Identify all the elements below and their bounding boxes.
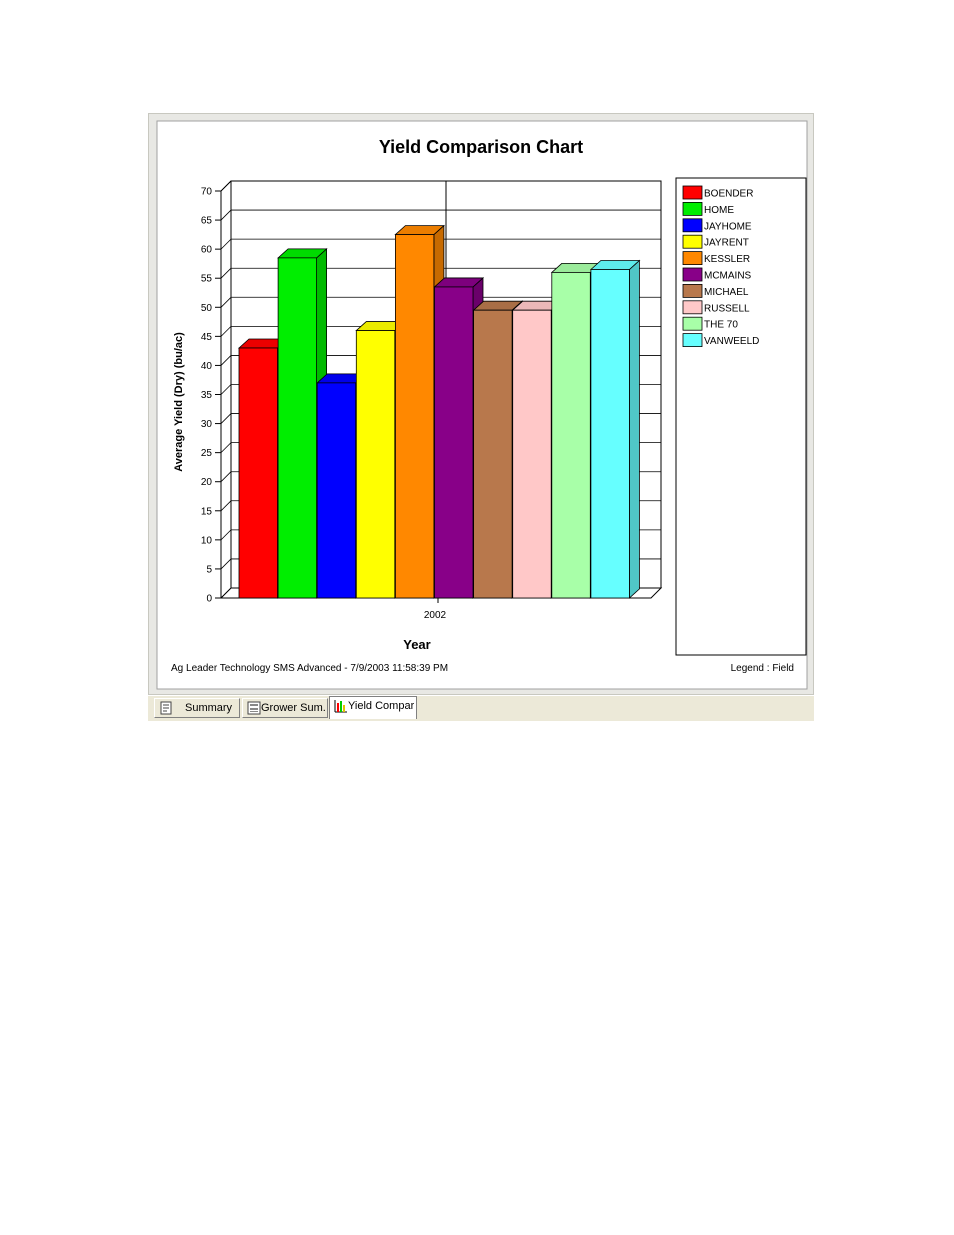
- y-tick-label: 20: [201, 477, 213, 488]
- legend-box: [675, 177, 807, 656]
- y-tick-label: 25: [201, 448, 213, 459]
- y-tick-label: 45: [201, 332, 213, 343]
- bar-front: [551, 271, 591, 599]
- gridline-side: [220, 471, 232, 482]
- legend-swatch: [682, 202, 703, 216]
- gridline-side: [220, 587, 232, 599]
- tab-grower-summary[interactable]: Grower Sum...: [242, 698, 328, 718]
- legend-swatch: [682, 283, 703, 298]
- gridline-side: [220, 355, 232, 366]
- gridline-side: [220, 267, 232, 279]
- tab-summary[interactable]: Summary: [154, 698, 240, 718]
- y-tick-label: 50: [201, 303, 213, 314]
- bar-front: [434, 286, 474, 599]
- legend-item: BOENDER: [682, 185, 753, 200]
- footer-right: Legend : Field: [731, 663, 794, 674]
- gridline-side: [220, 238, 232, 250]
- bar-vanweeld: [589, 259, 641, 599]
- report-window: Yield Comparison Chart 0 5 10 15 20 25 30 35 40 4…: [148, 113, 814, 721]
- y-tick-label: 40: [201, 361, 213, 372]
- y-axis: 0 5 10 15 20 25 30 35 40 45 50 55 60 65 70: [201, 187, 439, 605]
- legend-swatch: [682, 234, 703, 249]
- legend-item: JAYHOME: [682, 218, 752, 233]
- legend-label: MCMAINS: [704, 271, 752, 282]
- legend-item: MICHAEL: [682, 283, 749, 298]
- gridline-side: [220, 209, 232, 221]
- legend-swatch: [682, 333, 703, 348]
- gridline-side: [220, 529, 232, 541]
- gridline-side: [220, 326, 232, 337]
- legend-item: JAYRENT: [682, 234, 749, 249]
- chart-frame: Yield Comparison Chart 0 5 10 15 20 25 30 35 40 4…: [148, 113, 814, 695]
- legend-label: JAYHOME: [704, 221, 752, 232]
- legend-label: JAYRENT: [704, 238, 749, 249]
- legend-label: HOME: [704, 205, 734, 216]
- y-tick-label: 15: [201, 506, 213, 517]
- bar-jayhome: [316, 372, 367, 599]
- legend-item: THE 70: [682, 316, 738, 331]
- y-tick-label: 65: [201, 216, 213, 227]
- legend-item: MCMAINS: [682, 267, 752, 282]
- tab-yield-comparison[interactable]: Yield Compar...: [329, 696, 417, 719]
- legend-swatch: [682, 267, 703, 282]
- tab-grower-summary-label: Grower Sum...: [261, 702, 325, 714]
- gridline-side: [220, 558, 232, 570]
- gridline-side: [220, 413, 232, 424]
- x-axis-label: Year: [403, 637, 430, 652]
- legend-label: KESSLER: [704, 254, 750, 265]
- bar-home: [277, 247, 328, 599]
- legend-label: MICHAEL: [704, 287, 749, 298]
- bar-front: [355, 330, 396, 599]
- tab-bar: Summary Grower Sum... Yield Compar...: [148, 695, 814, 721]
- gridline-side: [220, 384, 232, 395]
- bar-front: [277, 257, 318, 599]
- legend-swatch: [682, 218, 703, 233]
- bar-side: [628, 259, 640, 599]
- legend-item: RUSSELL: [682, 300, 750, 315]
- y-tick-label: 30: [201, 419, 213, 430]
- document-icon: [247, 701, 261, 715]
- bar-chart-icon: [334, 700, 347, 713]
- y-tick-label: 5: [206, 564, 212, 575]
- bar-front: [473, 309, 513, 599]
- footer-left: Ag Leader Technology SMS Advanced - 7/9/…: [171, 663, 448, 674]
- gridline-side: [220, 442, 232, 453]
- bar-front: [316, 382, 357, 599]
- legend-swatch: [682, 185, 703, 200]
- bar-front: [512, 309, 552, 599]
- legend-swatch: [682, 300, 703, 315]
- legend-item: HOME: [682, 202, 734, 216]
- legend-label: VANWEELD: [704, 336, 759, 347]
- x-tick-label: 2002: [424, 610, 447, 621]
- y-tick-label: 10: [201, 535, 213, 546]
- legend-swatch: [682, 316, 703, 331]
- chart-title: Yield Comparison Chart: [379, 137, 583, 157]
- yield-comparison-chart: Yield Comparison Chart 0 5 10 15 20 25 30 35 40 4…: [156, 120, 808, 690]
- y-tick-label: 60: [201, 245, 213, 256]
- report-icon: [160, 701, 172, 715]
- gridline-side: [220, 180, 232, 192]
- bar-front: [238, 347, 278, 599]
- legend-items: BOENDER HOME JAYHOME JAYRENT KESSLER MCMAINS M…: [682, 185, 759, 348]
- legend-item: KESSLER: [682, 251, 750, 266]
- y-tick-label: 35: [201, 390, 213, 401]
- tab-summary-label: Summary: [185, 702, 233, 714]
- bar-front: [394, 234, 435, 599]
- y-tick-label: 55: [201, 274, 213, 285]
- legend-item: VANWEELD: [682, 333, 759, 348]
- legend-label: THE 70: [704, 320, 738, 331]
- bar-front: [590, 269, 630, 599]
- gridline-side: [220, 297, 232, 308]
- legend-label: RUSSELL: [704, 303, 750, 314]
- y-tick-label: 70: [201, 187, 213, 198]
- legend-label: BOENDER: [704, 189, 753, 200]
- bars: [237, 224, 641, 599]
- legend: BOENDER HOME JAYHOME JAYRENT KESSLER MCMAINS M…: [675, 177, 807, 656]
- legend-swatch: [682, 251, 703, 266]
- y-axis-label: Average Yield (Dry) (bu/ac): [173, 332, 185, 472]
- tab-yield-comparison-label: Yield Compar...: [348, 700, 414, 712]
- gridline-side: [220, 500, 232, 512]
- y-tick-label: 0: [206, 594, 212, 605]
